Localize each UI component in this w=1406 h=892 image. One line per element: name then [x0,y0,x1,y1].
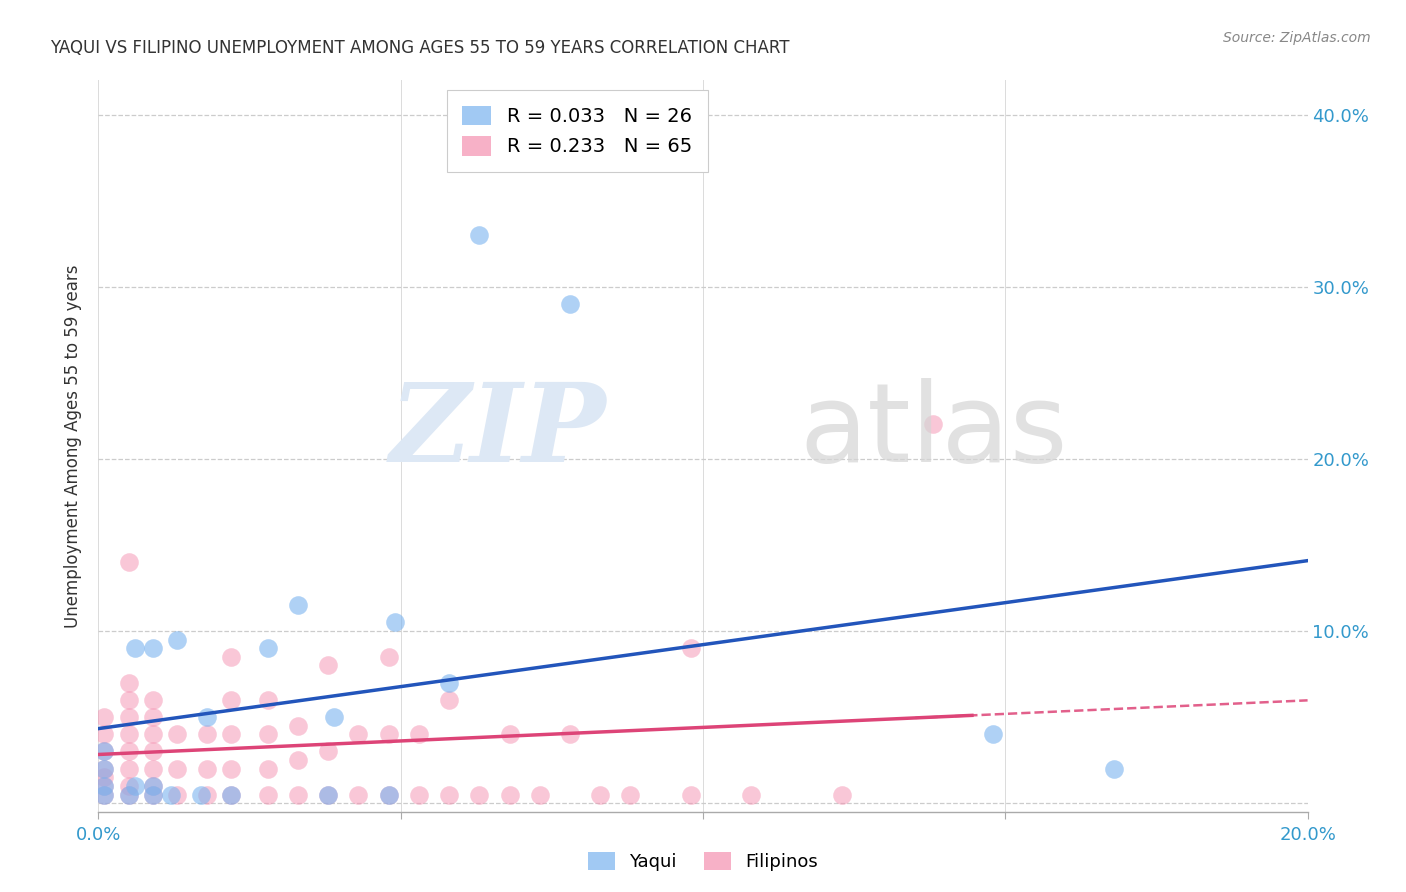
Point [93,762,115,776]
Point [124,779,146,793]
Point [118,779,141,793]
Point [93,744,115,758]
Point [468,788,491,802]
Point [316,658,339,673]
Point [323,710,346,724]
Point [195,727,218,741]
Point [287,753,309,767]
Point [93,788,115,802]
Point [93,727,115,741]
Point [831,788,853,802]
Point [195,710,218,724]
Point [437,788,460,802]
Point [679,641,702,656]
Point [93,788,115,802]
Point [166,788,188,802]
Point [142,744,165,758]
Point [529,788,551,802]
Point [287,788,309,802]
Point [221,762,243,776]
Point [190,788,212,802]
Point [1102,762,1125,776]
Point [498,788,520,802]
Point [740,788,762,802]
Point [142,788,165,802]
Point [221,788,243,802]
Text: ZIP: ZIP [389,377,606,485]
Point [142,693,165,707]
Legend: Yaqui, Filipinos: Yaqui, Filipinos [581,845,825,879]
Point [377,727,399,741]
Point [118,788,141,802]
Point [408,788,430,802]
Point [256,727,278,741]
Point [166,762,188,776]
Point [981,727,1004,741]
Point [384,615,406,630]
Point [93,744,115,758]
Point [93,779,115,793]
Text: YAQUI VS FILIPINO UNEMPLOYMENT AMONG AGES 55 TO 59 YEARS CORRELATION CHART: YAQUI VS FILIPINO UNEMPLOYMENT AMONG AGE… [51,38,790,56]
Point [118,788,141,802]
Point [921,417,943,432]
Point [377,788,399,802]
Point [142,779,165,793]
Point [287,719,309,733]
Text: atlas: atlas [800,378,1069,485]
Point [377,649,399,664]
Point [468,228,491,243]
Point [93,762,115,776]
Point [195,788,218,802]
Point [558,727,581,741]
Point [124,641,146,656]
Point [118,555,141,569]
Point [142,779,165,793]
Point [256,693,278,707]
Point [195,762,218,776]
Point [118,710,141,724]
Point [256,788,278,802]
Point [142,788,165,802]
Point [221,788,243,802]
Point [287,598,309,612]
Point [166,632,188,647]
Point [166,727,188,741]
Point [316,788,339,802]
Point [437,693,460,707]
Point [256,641,278,656]
Point [118,744,141,758]
Point [679,788,702,802]
Point [93,710,115,724]
Point [142,641,165,656]
Point [221,693,243,707]
Point [93,770,115,784]
Point [221,727,243,741]
Point [256,762,278,776]
Point [408,727,430,741]
Point [142,762,165,776]
Point [93,779,115,793]
Point [619,788,641,802]
Point [118,675,141,690]
Point [316,744,339,758]
Point [347,727,370,741]
Point [347,788,370,802]
Point [221,649,243,664]
Point [160,788,183,802]
Point [437,675,460,690]
Point [142,727,165,741]
Y-axis label: Unemployment Among Ages 55 to 59 years: Unemployment Among Ages 55 to 59 years [65,264,83,628]
Point [498,727,520,741]
Point [142,710,165,724]
Point [377,788,399,802]
Point [118,693,141,707]
Point [118,762,141,776]
Point [589,788,612,802]
Point [558,297,581,311]
Point [118,727,141,741]
Legend: R = 0.033   N = 26, R = 0.233   N = 65: R = 0.033 N = 26, R = 0.233 N = 65 [447,90,707,172]
Text: Source: ZipAtlas.com: Source: ZipAtlas.com [1223,31,1371,45]
Point [316,788,339,802]
